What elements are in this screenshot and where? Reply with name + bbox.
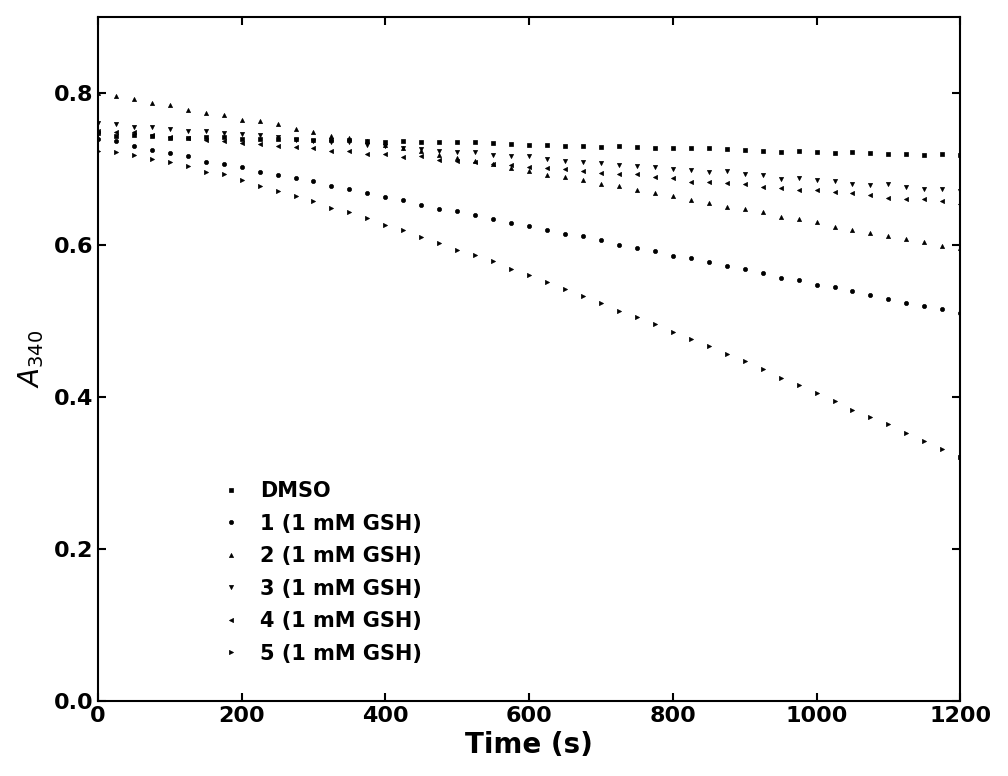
4 (1 mM GSH) [193, 135, 205, 144]
X-axis label: Time (s): Time (s) [465, 731, 593, 760]
2 (1 mM GSH) [785, 213, 797, 223]
1 (1 mM GSH) [785, 275, 797, 284]
5 (1 mM GSH) [789, 379, 801, 388]
DMSO [92, 129, 104, 138]
3 (1 mM GSH) [188, 126, 201, 135]
3 (1 mM GSH) [728, 170, 740, 179]
3 (1 mM GSH) [92, 119, 104, 128]
3 (1 mM GSH) [955, 186, 967, 196]
2 (1 mM GSH) [419, 147, 431, 156]
1 (1 mM GSH) [188, 154, 201, 163]
4 (1 mM GSH) [588, 167, 600, 176]
Line: 4 (1 mM GSH): 4 (1 mM GSH) [96, 129, 963, 206]
5 (1 mM GSH) [92, 147, 104, 156]
1 (1 mM GSH) [955, 308, 967, 317]
1 (1 mM GSH) [419, 199, 431, 209]
5 (1 mM GSH) [193, 164, 205, 173]
2 (1 mM GSH) [188, 105, 201, 114]
Line: DMSO: DMSO [96, 131, 963, 158]
DMSO [955, 151, 967, 160]
Line: 1 (1 mM GSH): 1 (1 mM GSH) [96, 137, 963, 314]
DMSO [951, 150, 963, 159]
2 (1 mM GSH) [92, 88, 104, 98]
DMSO [103, 129, 115, 138]
5 (1 mM GSH) [422, 234, 434, 243]
4 (1 mM GSH) [789, 183, 801, 192]
DMSO [588, 141, 600, 151]
3 (1 mM GSH) [419, 144, 431, 154]
4 (1 mM GSH) [103, 126, 115, 135]
3 (1 mM GSH) [584, 157, 596, 166]
4 (1 mM GSH) [92, 126, 104, 136]
2 (1 mM GSH) [728, 203, 740, 213]
Line: 5 (1 mM GSH): 5 (1 mM GSH) [96, 148, 963, 459]
5 (1 mM GSH) [732, 353, 744, 362]
3 (1 mM GSH) [939, 186, 952, 196]
Line: 2 (1 mM GSH): 2 (1 mM GSH) [96, 91, 963, 251]
1 (1 mM GSH) [728, 262, 740, 271]
DMSO [193, 131, 205, 140]
5 (1 mM GSH) [948, 449, 960, 459]
Line: 3 (1 mM GSH): 3 (1 mM GSH) [96, 121, 963, 193]
1 (1 mM GSH) [92, 134, 104, 144]
4 (1 mM GSH) [422, 154, 434, 164]
2 (1 mM GSH) [955, 244, 967, 253]
Y-axis label: $A_{340}$: $A_{340}$ [17, 330, 46, 388]
2 (1 mM GSH) [584, 178, 596, 187]
4 (1 mM GSH) [948, 196, 960, 206]
3 (1 mM GSH) [785, 174, 797, 183]
1 (1 mM GSH) [943, 306, 956, 315]
5 (1 mM GSH) [96, 146, 108, 155]
4 (1 mM GSH) [955, 199, 967, 208]
1 (1 mM GSH) [584, 234, 596, 243]
DMSO [943, 151, 956, 161]
DMSO [732, 145, 744, 154]
2 (1 mM GSH) [943, 242, 956, 251]
DMSO [422, 137, 434, 147]
3 (1 mM GSH) [948, 185, 960, 195]
Legend: DMSO, 1 (1 mM GSH), 2 (1 mM GSH), 3 (1 mM GSH), 4 (1 mM GSH), 5 (1 mM GSH): DMSO, 1 (1 mM GSH), 2 (1 mM GSH), 3 (1 m… [212, 475, 427, 670]
DMSO [789, 146, 801, 155]
4 (1 mM GSH) [732, 178, 744, 188]
5 (1 mM GSH) [955, 452, 967, 462]
5 (1 mM GSH) [588, 296, 600, 305]
